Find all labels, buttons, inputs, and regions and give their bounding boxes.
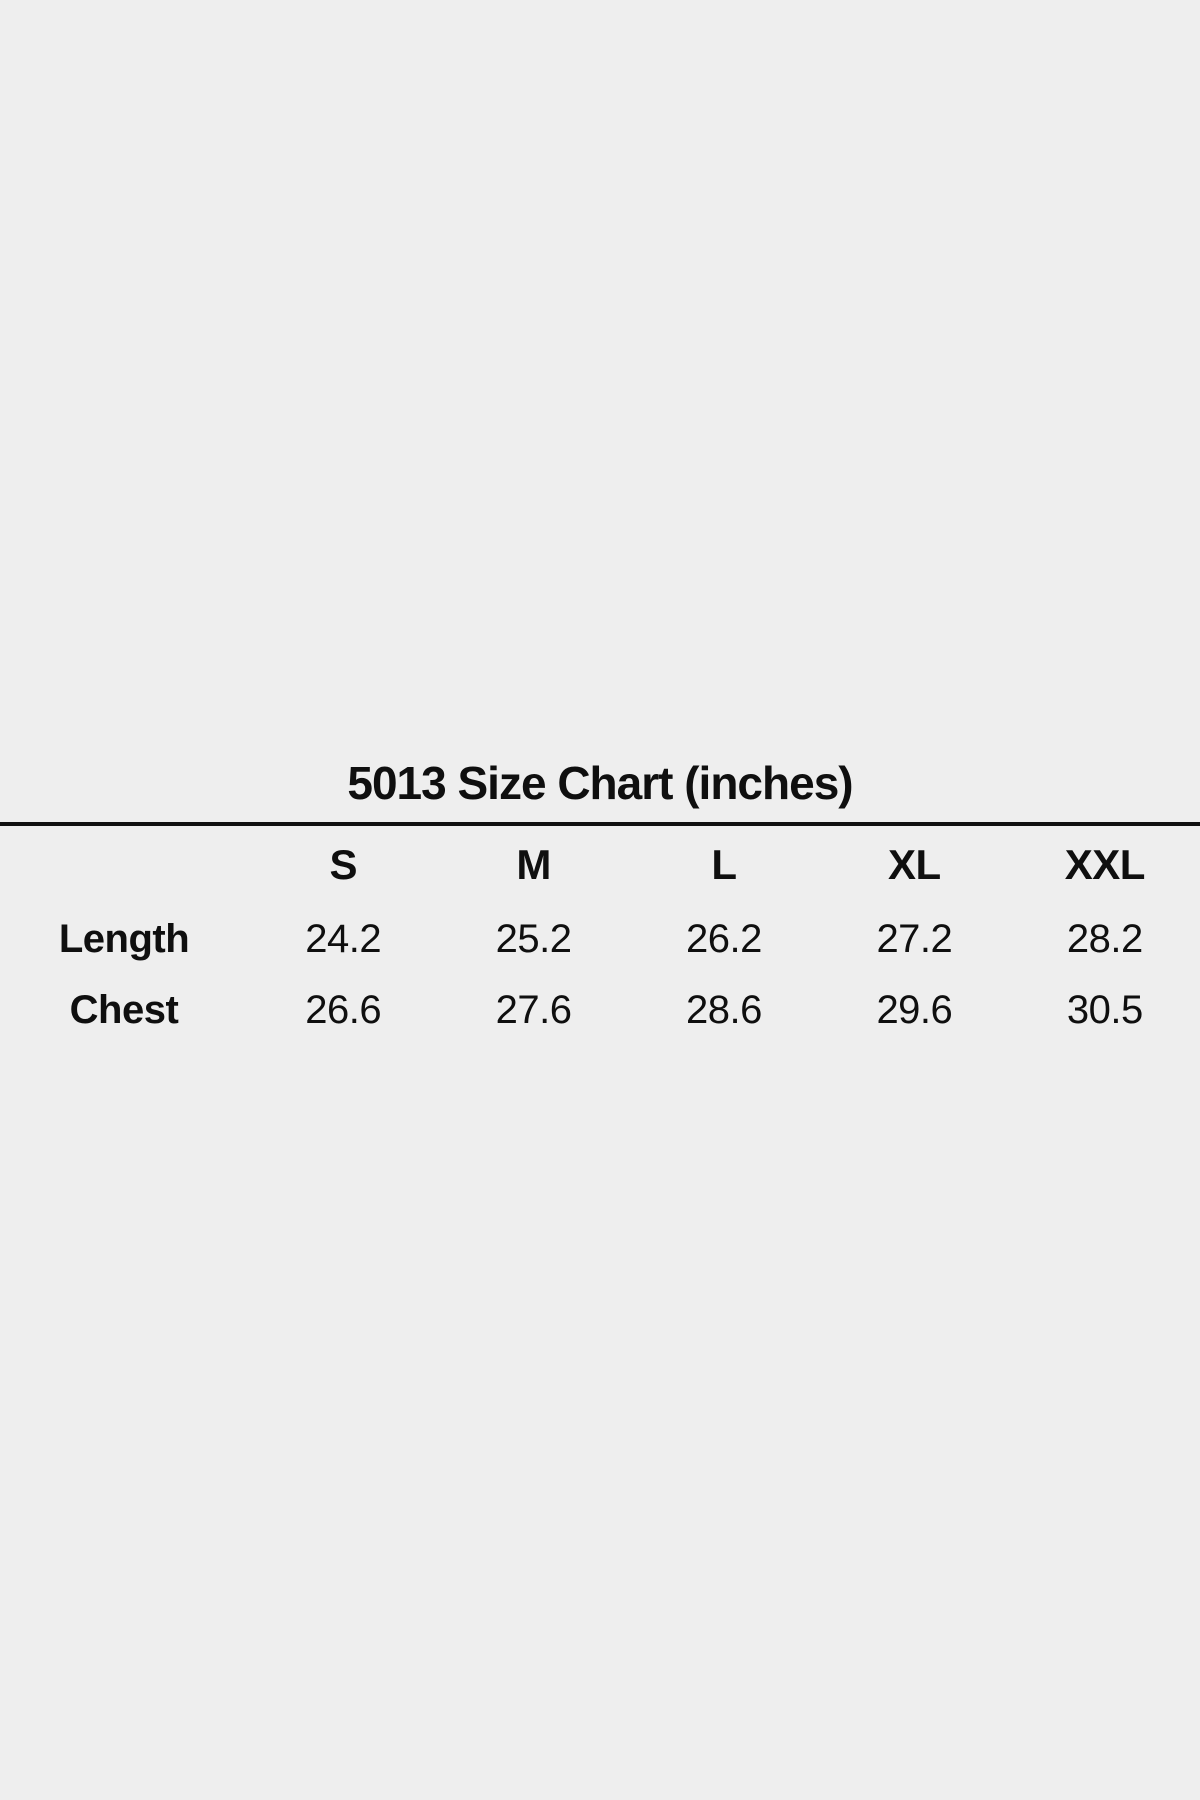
size-value-length-s: 24.2 [305, 917, 382, 961]
size-value-chest-s: 26.6 [305, 988, 382, 1032]
size-column-header-l: L [711, 841, 737, 888]
size-header-row: S M L XL XXL [0, 826, 1200, 904]
size-value-length-l: 26.2 [686, 917, 762, 961]
size-value-length-m: 25.2 [495, 917, 572, 961]
size-column-header-s: S [329, 841, 357, 888]
size-value-length-xxl: 28.2 [1066, 917, 1143, 961]
size-value-chest-l: 28.6 [686, 988, 762, 1032]
size-value-chest-xl: 29.6 [876, 988, 953, 1032]
table-row-chest: Chest 26.6 27.6 28.6 29.6 30.5 [0, 975, 1200, 1046]
size-column-header-xl: XL [888, 841, 941, 888]
size-chart-block: 5013 Size Chart (inches) S M L XL XXL [0, 760, 1200, 1046]
size-chart-table: S M L XL XXL Length 24.2 25.2 26.2 27.2 … [0, 826, 1200, 1046]
size-value-chest-m: 27.6 [495, 988, 572, 1032]
size-value-chest-xxl: 30.5 [1066, 988, 1143, 1032]
size-column-header-m: M [516, 841, 551, 888]
size-value-length-xl: 27.2 [876, 917, 953, 961]
title-divider-line [0, 822, 1200, 826]
measurement-label-chest: Chest [69, 988, 179, 1032]
size-chart-title: 5013 Size Chart (inches) [347, 757, 853, 809]
measurement-label-length: Length [58, 917, 190, 961]
size-column-header-xxl: XXL [1064, 841, 1146, 888]
table-row-length: Length 24.2 25.2 26.2 27.2 28.2 [0, 904, 1200, 975]
corner-cell [0, 826, 248, 904]
